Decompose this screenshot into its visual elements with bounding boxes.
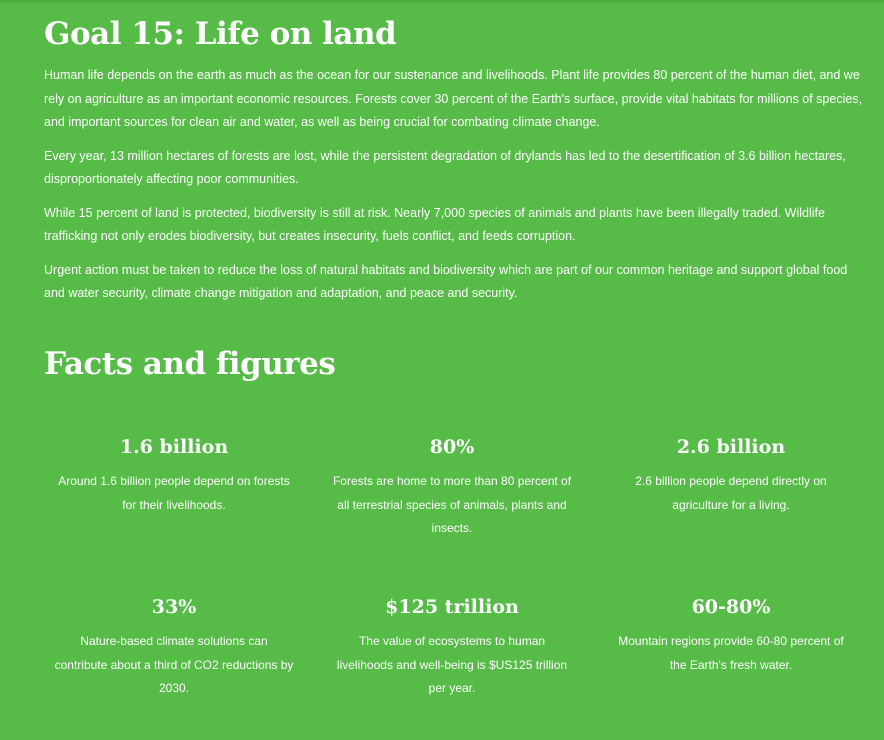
- goal-section: Goal 15: Life on land Human life depends…: [44, 12, 864, 316]
- intro-paragraph-1: Human life depends on the earth as much …: [44, 68, 863, 129]
- fact-value: $125 trillion: [385, 596, 519, 618]
- intro-paragraph-4: Urgent action must be taken to reduce th…: [44, 262, 848, 301]
- fact-card: 1.6 billion Around 1.6 billion people de…: [44, 430, 304, 517]
- facts-heading: Facts and figures: [44, 346, 336, 382]
- fact-description: Around 1.6 billion people depend on fore…: [58, 474, 290, 512]
- intro-paragraph-3: While 15 percent of land is protected, b…: [44, 205, 825, 244]
- fact-value: 80%: [429, 436, 475, 458]
- fact-card: $125 trillion The value of ecosystems to…: [322, 590, 582, 701]
- intro-paragraph-2: Every year, 13 million hectares of fores…: [44, 148, 846, 187]
- page-title: Goal 15: Life on land: [44, 16, 397, 52]
- fact-description: Nature-based climate solutions can contr…: [54, 634, 294, 695]
- fact-card: 80% Forests are home to more than 80 per…: [322, 430, 582, 541]
- fact-value: 60-80%: [691, 596, 771, 618]
- fact-value: 2.6 billion: [676, 436, 786, 458]
- fact-value: 1.6 billion: [119, 436, 229, 458]
- fact-card: 33% Nature-based climate solutions can c…: [44, 590, 304, 701]
- header-shadow: [0, 0, 884, 4]
- fact-card: 60-80% Mountain regions provide 60-80 pe…: [601, 590, 861, 677]
- fact-description: Forests are home to more than 80 percent…: [332, 474, 572, 535]
- fact-value: 33%: [151, 596, 197, 618]
- fact-description: Mountain regions provide 60-80 percent o…: [618, 634, 844, 672]
- fact-description: The value of ecosystems to human livelih…: [336, 634, 568, 695]
- fact-description: 2.6 billion people depend directly on ag…: [635, 474, 827, 512]
- fact-card: 2.6 billion 2.6 billion people depend di…: [601, 430, 861, 517]
